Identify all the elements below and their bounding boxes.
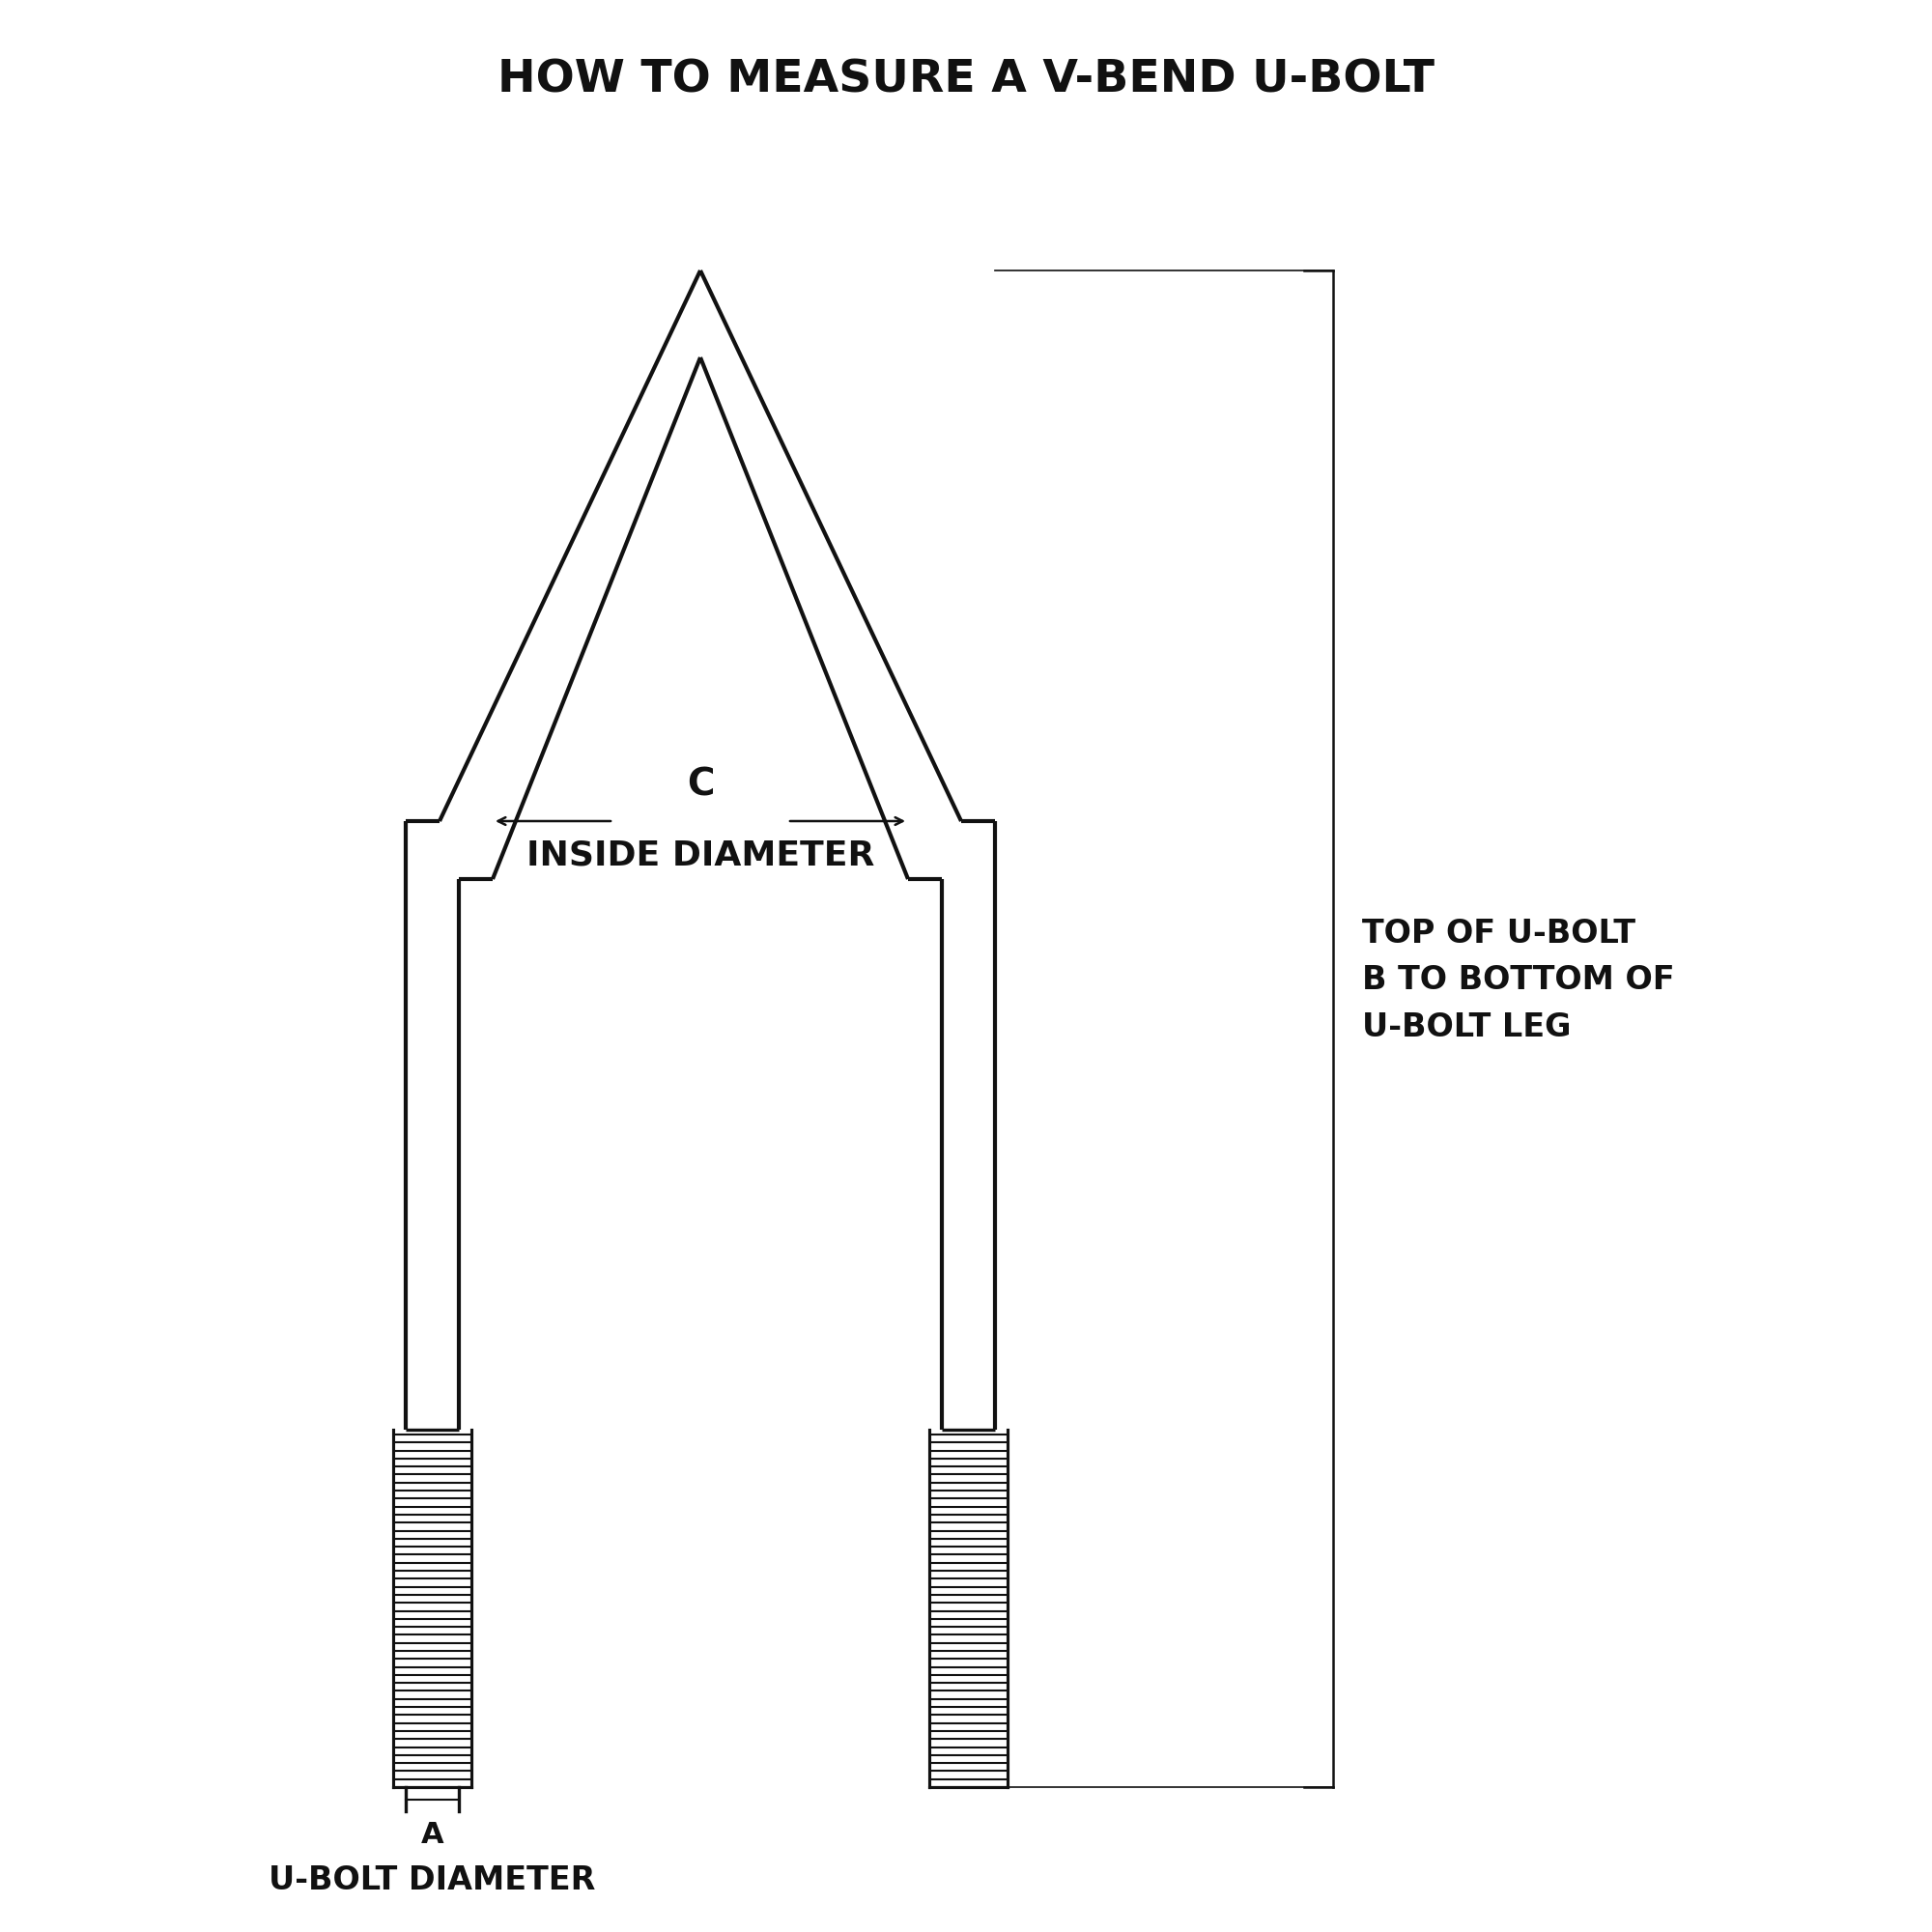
Text: HOW TO MEASURE A V-BEND U-BOLT: HOW TO MEASURE A V-BEND U-BOLT xyxy=(498,58,1434,102)
Text: C: C xyxy=(686,767,715,804)
Text: U-BOLT DIAMETER: U-BOLT DIAMETER xyxy=(269,1864,595,1897)
Text: A: A xyxy=(421,1820,444,1849)
Text: TOP OF U-BOLT
B TO BOTTOM OF
U-BOLT LEG: TOP OF U-BOLT B TO BOTTOM OF U-BOLT LEG xyxy=(1362,918,1675,1043)
Text: INSIDE DIAMETER: INSIDE DIAMETER xyxy=(526,838,875,871)
